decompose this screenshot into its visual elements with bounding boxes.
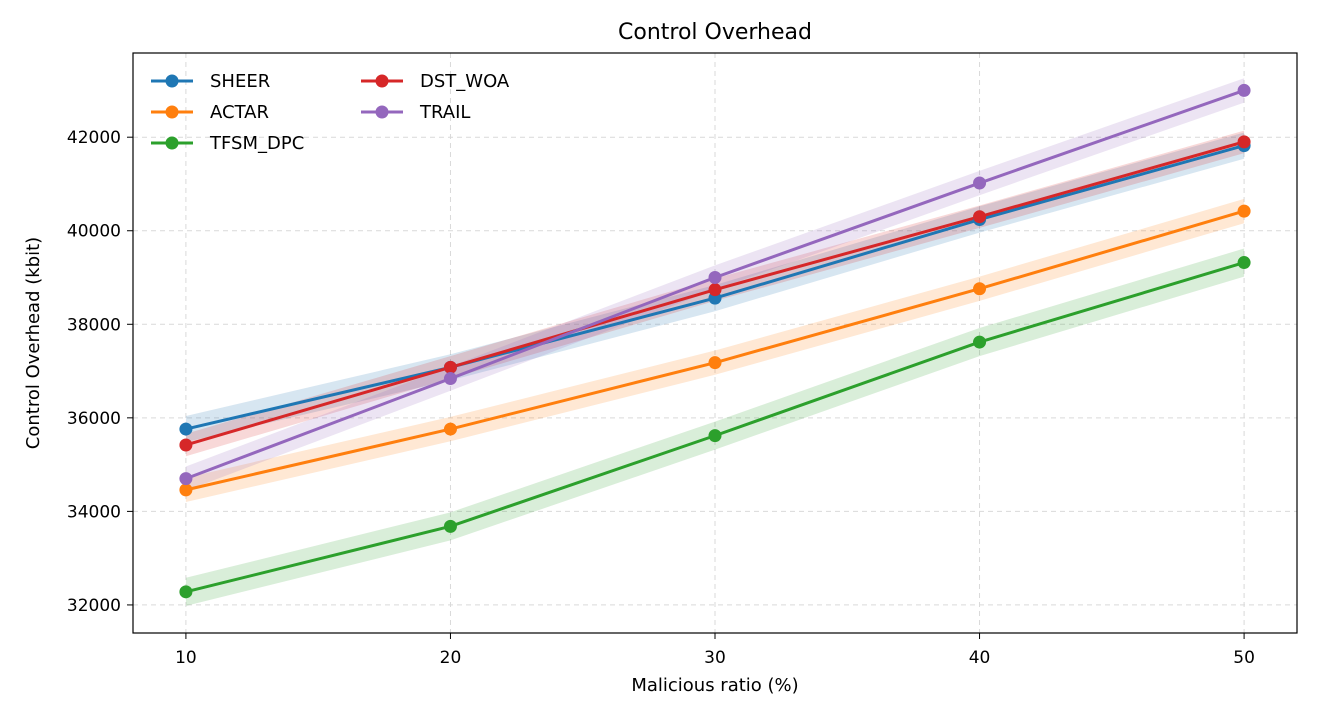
- legend-marker-dst-woa: [375, 74, 389, 88]
- legend-label-dst-woa: DST_WOA: [420, 71, 510, 92]
- legend-marker-actar: [165, 105, 179, 119]
- point-trail: [708, 271, 722, 285]
- legend-label-trail: TRAIL: [419, 102, 470, 123]
- point-dst-woa: [708, 283, 722, 297]
- x-axis-ticks: 10 20 30 40 50: [175, 633, 1255, 668]
- point-trail: [1237, 83, 1251, 97]
- x-axis-label: Malicious ratio (%): [631, 675, 798, 696]
- point-trail: [443, 372, 457, 386]
- point-sheer: [179, 422, 193, 436]
- x-tick-label: 30: [704, 648, 726, 668]
- point-dst-woa: [179, 438, 193, 452]
- y-tick-label: 38000: [67, 315, 121, 335]
- point-actar: [708, 356, 722, 370]
- point-actar: [443, 422, 457, 436]
- point-tfsm-dpc: [1237, 256, 1251, 270]
- legend-label-sheer: SHEER: [210, 71, 270, 92]
- x-tick-label: 50: [1233, 648, 1255, 668]
- point-tfsm-dpc: [443, 519, 457, 533]
- legend: SHEER ACTAR TFSM_DPC DST_WOA TRAIL: [151, 71, 510, 154]
- point-tfsm-dpc: [179, 585, 193, 599]
- y-tick-label: 34000: [67, 502, 121, 522]
- y-tick-label: 36000: [67, 409, 121, 429]
- series-points: [179, 83, 1251, 599]
- point-dst-woa: [973, 210, 987, 224]
- x-tick-label: 10: [175, 648, 197, 668]
- y-tick-label: 40000: [67, 222, 121, 242]
- point-dst-woa: [1237, 135, 1251, 149]
- point-trail: [973, 176, 987, 190]
- point-tfsm-dpc: [708, 429, 722, 443]
- legend-label-actar: ACTAR: [210, 102, 269, 123]
- point-actar: [1237, 204, 1251, 218]
- legend-marker-tfsm-dpc: [165, 136, 179, 150]
- point-actar: [179, 483, 193, 497]
- x-tick-label: 20: [440, 648, 462, 668]
- legend-marker-trail: [375, 105, 389, 119]
- point-actar: [973, 282, 987, 296]
- legend-marker-sheer: [165, 74, 179, 88]
- x-tick-label: 40: [969, 648, 991, 668]
- chart-title: Control Overhead: [618, 20, 812, 45]
- point-trail: [179, 472, 193, 486]
- y-tick-label: 42000: [67, 128, 121, 148]
- y-axis-ticks: 32000 34000 36000 38000 40000 42000: [67, 128, 133, 616]
- point-dst-woa: [443, 360, 457, 374]
- point-tfsm-dpc: [973, 335, 987, 349]
- y-tick-label: 32000: [67, 596, 121, 616]
- legend-label-tfsm-dpc: TFSM_DPC: [209, 133, 304, 154]
- y-axis-label: Control Overhead (kbit): [23, 237, 44, 449]
